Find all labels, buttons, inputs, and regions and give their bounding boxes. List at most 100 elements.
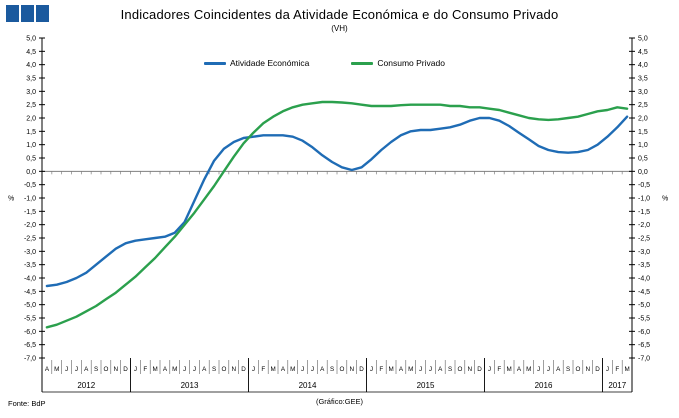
y-tick-label-right: -7,0 [638, 356, 650, 363]
month-label: M [506, 366, 511, 373]
month-label: M [172, 366, 177, 373]
month-label: A [84, 366, 89, 373]
y-tick-label-right: 4,0 [638, 62, 648, 69]
month-label: J [193, 366, 196, 373]
y-tick-label-right: -4,0 [638, 276, 650, 283]
month-label: A [517, 366, 522, 373]
y-tick-label-right: 3,5 [638, 76, 648, 83]
y-tick-label-left: -3,0 [24, 249, 36, 256]
month-label: N [585, 366, 590, 373]
y-tick-label-right: -3,0 [638, 249, 650, 256]
month-label: M [54, 366, 59, 373]
y-tick-label-left: -5,5 [24, 316, 36, 323]
month-label: D [241, 366, 246, 373]
y-tick-label-left: -3,5 [24, 262, 36, 269]
month-label: A [320, 366, 325, 373]
legend-line-swatch-green [351, 61, 374, 65]
legend-item-consumo: Consumo Privado [351, 58, 445, 68]
month-label: D [123, 366, 128, 373]
y-tick-label-left: -5,0 [24, 302, 36, 309]
y-tick-label-left: 1,0 [26, 142, 36, 149]
month-label: F [261, 366, 265, 373]
month-label: N [231, 366, 236, 373]
month-label: D [477, 366, 482, 373]
month-label: J [311, 366, 314, 373]
month-label: A [438, 366, 443, 373]
year-label: 2017 [608, 381, 626, 390]
month-label: N [349, 366, 354, 373]
month-label: M [290, 366, 295, 373]
y-tick-label-left: -7,0 [24, 356, 36, 363]
month-label: A [556, 366, 561, 373]
y-tick-label-left: 4,0 [26, 62, 36, 69]
month-label: O [221, 366, 226, 373]
month-label: O [457, 366, 462, 373]
month-label: J [134, 366, 137, 373]
legend-item-atividade: Atividade Económica [204, 58, 309, 68]
y-tick-label-right: -4,5 [638, 289, 650, 296]
logo-squares [6, 5, 49, 22]
y-tick-label-left: -1,5 [24, 209, 36, 216]
y-tick-label-right: 5,0 [638, 36, 648, 43]
month-label: O [575, 366, 580, 373]
y-tick-label-left: 5,0 [26, 36, 36, 43]
y-tick-label-right: -5,0 [638, 302, 650, 309]
y-tick-label-right: 2,0 [638, 116, 648, 123]
y-tick-label-right: -6,0 [638, 329, 650, 336]
month-label: A [281, 366, 286, 373]
month-label: J [183, 366, 186, 373]
y-axis-percent-right: % [662, 196, 668, 203]
month-label: M [388, 366, 393, 373]
y-tick-label-left: -4,0 [24, 276, 36, 283]
month-label: M [408, 366, 413, 373]
month-label: S [448, 366, 452, 373]
month-label: S [212, 366, 216, 373]
logo-square [36, 5, 49, 22]
credit-note: (Gráfico:GEE) [315, 397, 364, 406]
y-tick-label-right: 3,0 [638, 89, 648, 96]
y-tick-label-left: 0,0 [26, 169, 36, 176]
y-tick-label-right: -2,0 [638, 222, 650, 229]
y-tick-label-left: 1,5 [26, 129, 36, 136]
month-label: A [399, 366, 404, 373]
y-tick-label-left: -1,0 [24, 196, 36, 203]
y-tick-label-left: 3,0 [26, 89, 36, 96]
y-tick-label-right: 0,5 [638, 156, 648, 163]
month-label: J [537, 366, 540, 373]
month-label: A [163, 366, 168, 373]
month-label: J [301, 366, 304, 373]
month-label: J [429, 366, 432, 373]
month-label: J [488, 366, 491, 373]
page-title: Indicadores Coincidentes da Atividade Ec… [120, 7, 559, 22]
logo-square [21, 5, 34, 22]
month-label: M [270, 366, 275, 373]
y-tick-label-left: -6,0 [24, 329, 36, 336]
y-tick-label-left: 2,0 [26, 116, 36, 123]
title-block: Indicadores Coincidentes da Atividade Ec… [0, 7, 679, 33]
y-tick-label-right: 2,5 [638, 102, 648, 109]
logo-square [6, 5, 19, 22]
y-tick-label-right: -0,5 [638, 182, 650, 189]
legend-label: Atividade Económica [230, 58, 310, 68]
month-label: J [252, 366, 255, 373]
y-tick-label-right: -5,5 [638, 316, 650, 323]
chart-legend: Atividade Económica Consumo Privado [204, 58, 445, 68]
month-label: J [65, 366, 68, 373]
legend-line-swatch-blue [204, 61, 226, 65]
month-label: M [624, 366, 629, 373]
y-tick-label-right: -2,5 [638, 236, 650, 243]
series-line-consumo-privado [45, 100, 629, 329]
month-label: F [497, 366, 501, 373]
month-label: D [595, 366, 600, 373]
y-tick-label-right: 4,5 [638, 49, 648, 56]
y-tick-label-right: 1,5 [638, 129, 648, 136]
page-subtitle: (VH) [331, 24, 348, 33]
year-label: 2016 [535, 381, 553, 390]
month-label: J [370, 366, 373, 373]
y-tick-label-right: -1,0 [638, 196, 650, 203]
y-tick-label-right: -3,5 [638, 262, 650, 269]
year-label: 2015 [417, 381, 435, 390]
y-tick-label-right: -1,5 [638, 209, 650, 216]
